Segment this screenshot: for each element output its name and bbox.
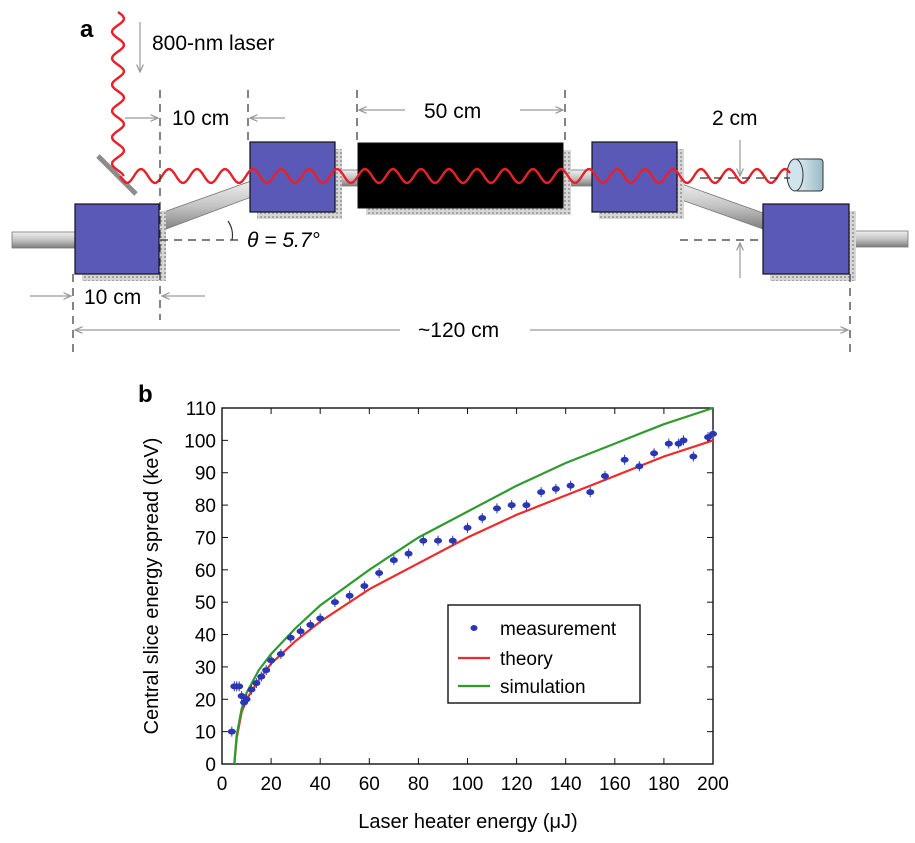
dipole-magnet-1 <box>74 203 166 281</box>
laser-beam-through <box>119 168 791 184</box>
laser-beam-incoming <box>110 11 126 177</box>
measurement-point <box>276 650 285 657</box>
panel-b-chart: b 0 20 40 60 80 100 120 140 160 180 200 0 10 20 30 40 5… <box>138 381 729 833</box>
measurement-point <box>242 696 251 703</box>
legend-label-measurement: measurement <box>500 619 617 640</box>
measurement-point <box>286 634 295 641</box>
measurement-point <box>709 430 717 437</box>
dim-label-50cm: 50 cm <box>424 100 481 123</box>
measurement-point <box>448 537 457 544</box>
measurement-point <box>345 592 354 599</box>
x-tick-label: 140 <box>550 774 582 795</box>
x-tick-label: 0 <box>217 774 228 795</box>
measurement-point <box>492 505 501 512</box>
measurement-point <box>306 621 315 628</box>
measurement-point <box>404 550 413 557</box>
x-tick-label: 200 <box>697 774 729 795</box>
angle-label: θ = 5.7° <box>247 229 320 252</box>
y-tick-label: 60 <box>195 561 216 582</box>
panel-a-label: a <box>80 16 94 43</box>
y-tick-label: 10 <box>195 723 216 744</box>
measurement-point <box>522 502 531 509</box>
measurement-point <box>620 456 629 463</box>
laser-mirror <box>96 154 138 196</box>
measurement-point <box>316 615 325 622</box>
y-tick-label: 90 <box>195 464 216 485</box>
measurement-point <box>247 686 256 693</box>
x-tick-label: 20 <box>261 774 282 795</box>
measurement-point <box>419 537 428 544</box>
angle-arc <box>227 220 234 241</box>
dipole-magnet-4 <box>762 203 856 281</box>
y-tick-label: 50 <box>195 593 216 614</box>
dim-label-10cm-top: 10 cm <box>172 107 229 130</box>
measurement-point <box>296 628 305 635</box>
measurement-point <box>235 683 244 690</box>
measurement-point <box>679 437 688 444</box>
x-tick-label: 80 <box>408 774 429 795</box>
legend: measurement theory simulation <box>447 604 641 704</box>
beam-pipe-dogleg-right <box>675 181 767 231</box>
measurement-point <box>600 472 609 479</box>
measurement-point <box>463 524 472 531</box>
measurement-point <box>507 502 516 509</box>
measurement-points <box>227 428 717 737</box>
panel-b-label: b <box>138 381 153 408</box>
measurement-point <box>227 728 236 735</box>
x-tick-label: 40 <box>310 774 331 795</box>
measurement-point <box>537 489 546 496</box>
undulator <box>357 142 571 215</box>
x-tick-label: 60 <box>359 774 380 795</box>
dipole-magnet-2 <box>249 141 342 219</box>
measurement-point <box>689 453 698 460</box>
y-tick-label: 40 <box>195 626 216 647</box>
y-tick-label: 20 <box>195 690 216 711</box>
dim-label-2cm: 2 cm <box>712 107 758 130</box>
beam-pipe-dogleg-left <box>157 179 255 233</box>
measurement-point <box>375 570 384 577</box>
y-axis-label: Central slice energy spread (keV) <box>141 438 163 735</box>
measurement-point <box>664 440 673 447</box>
x-tick-label: 180 <box>648 774 680 795</box>
legend-label-simulation: simulation <box>500 677 586 698</box>
camera-icon <box>786 158 824 192</box>
y-tick-labels: 0 10 20 30 40 50 60 70 80 90 100 110 <box>184 399 216 776</box>
measurement-point <box>389 557 398 564</box>
measurement-point <box>635 463 644 470</box>
measurement-point <box>252 680 261 687</box>
x-tick-label: 160 <box>599 774 631 795</box>
measurement-point <box>566 482 575 489</box>
y-tick-label: 80 <box>195 496 216 517</box>
dim-label-10cm-bottom: 10 cm <box>84 286 141 309</box>
y-tick-label: 110 <box>186 399 216 420</box>
measurement-point <box>551 485 560 492</box>
measurement-point <box>360 583 369 589</box>
y-tick-label: 30 <box>195 658 216 679</box>
dim-label-total-length: ~120 cm <box>418 319 499 342</box>
measurement-point <box>257 673 266 680</box>
x-tick-label: 100 <box>452 774 484 795</box>
y-tick-label: 0 <box>205 755 216 776</box>
laser-label: 800-nm laser <box>152 32 275 55</box>
measurement-point <box>330 599 339 606</box>
panel-a-schematic: a <box>11 11 909 355</box>
x-tick-labels: 0 20 40 60 80 100 120 140 160 180 200 <box>217 774 729 795</box>
x-axis-label: Laser heater energy (μJ) <box>358 811 577 833</box>
plot-area <box>221 407 714 765</box>
measurement-point <box>478 515 487 522</box>
legend-label-theory: theory <box>500 649 553 670</box>
beam-pipe-left-stub <box>11 231 79 249</box>
x-tick-label: 120 <box>501 774 533 795</box>
measurement-point <box>262 667 271 674</box>
measurement-point <box>650 450 659 457</box>
dipole-magnet-3 <box>591 141 684 219</box>
measurement-point <box>267 657 276 664</box>
y-tick-label: 100 <box>184 431 216 452</box>
measurement-point <box>434 537 443 544</box>
measurement-point <box>586 489 595 496</box>
legend-swatch-measurement <box>470 625 478 631</box>
y-tick-label: 70 <box>195 528 216 549</box>
